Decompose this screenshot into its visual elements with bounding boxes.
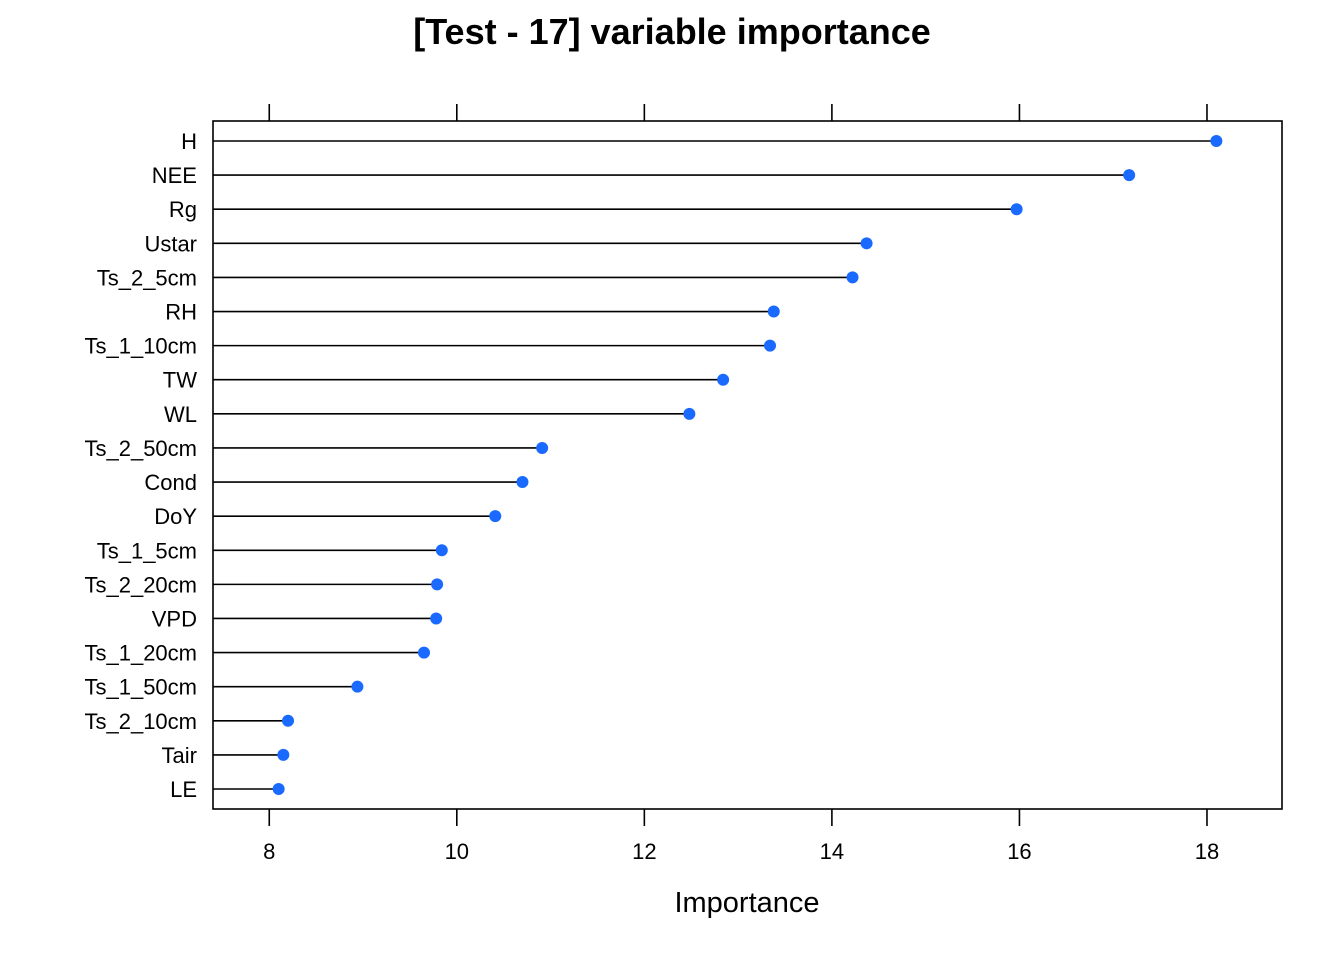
point-12 bbox=[435, 544, 448, 557]
category-label-6: Ts_1_10cm bbox=[84, 334, 197, 359]
category-label-1: NEE bbox=[152, 163, 197, 188]
point-18 bbox=[277, 748, 290, 761]
category-label-4: Ts_2_5cm bbox=[97, 265, 197, 290]
category-label-2: Rg bbox=[169, 197, 197, 222]
category-label-5: RH bbox=[165, 300, 197, 325]
lollipop-marks bbox=[213, 135, 1223, 795]
point-0 bbox=[1210, 135, 1223, 147]
category-label-14: VPD bbox=[152, 606, 197, 631]
axis-ticks: 8 10 12 14 16 18 bbox=[263, 104, 1219, 864]
point-13 bbox=[431, 578, 444, 591]
x-tick-label-4: 16 bbox=[1007, 839, 1031, 864]
category-label-16: Ts_1_50cm bbox=[84, 675, 197, 700]
point-4 bbox=[846, 271, 859, 284]
point-3 bbox=[860, 237, 873, 250]
category-label-7: TW bbox=[163, 368, 197, 393]
point-1 bbox=[1123, 169, 1136, 182]
x-tick-label-1: 10 bbox=[445, 839, 469, 864]
category-label-17: Ts_2_10cm bbox=[84, 709, 197, 734]
point-17 bbox=[282, 714, 295, 727]
category-label-18: Tair bbox=[162, 743, 197, 768]
point-16 bbox=[351, 680, 364, 693]
x-axis-label: Importance bbox=[674, 887, 819, 919]
category-label-9: Ts_2_50cm bbox=[84, 436, 197, 461]
point-9 bbox=[536, 441, 549, 454]
category-label-0: H bbox=[181, 129, 197, 154]
point-5 bbox=[767, 305, 780, 318]
point-6 bbox=[764, 339, 777, 352]
category-label-3: Ustar bbox=[144, 231, 197, 256]
category-label-19: LE bbox=[170, 777, 197, 802]
category-label-8: WL bbox=[164, 402, 197, 427]
x-tick-label-2: 12 bbox=[632, 839, 656, 864]
category-labels: H NEE Rg Ustar Ts_2_5cm RH Ts_1_10cm TW WL Ts_2_5… bbox=[84, 129, 197, 802]
category-label-11: DoY bbox=[154, 504, 197, 529]
point-11 bbox=[489, 510, 502, 523]
plot-panel bbox=[212, 120, 1283, 810]
point-2 bbox=[1010, 203, 1023, 216]
point-15 bbox=[417, 646, 430, 659]
point-7 bbox=[717, 373, 730, 386]
category-label-10: Cond bbox=[144, 470, 197, 495]
category-label-12: Ts_1_5cm bbox=[97, 538, 197, 563]
x-tick-label-5: 18 bbox=[1195, 839, 1219, 864]
category-label-15: Ts_1_20cm bbox=[84, 641, 197, 666]
point-10 bbox=[516, 476, 529, 489]
x-tick-label-3: 14 bbox=[820, 839, 844, 864]
point-8 bbox=[683, 407, 696, 420]
chart-title: [Test - 17] variable importance bbox=[413, 11, 931, 52]
x-tick-label-0: 8 bbox=[263, 839, 275, 864]
category-label-13: Ts_2_20cm bbox=[84, 572, 197, 597]
point-19 bbox=[272, 783, 285, 795]
point-14 bbox=[430, 612, 443, 625]
